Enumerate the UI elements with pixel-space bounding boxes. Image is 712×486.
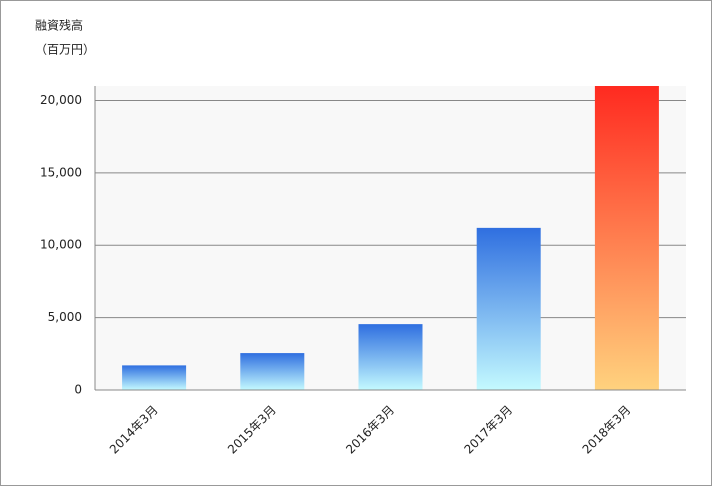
y-unit: （百万円） [35, 43, 95, 57]
bar [240, 353, 305, 390]
y-tick-label: 5,000 [48, 310, 82, 324]
bar [594, 86, 659, 390]
bar [122, 365, 187, 390]
bar [358, 324, 423, 390]
y-tick-label: 0 [74, 383, 82, 397]
chart-title: 融資残高 [35, 18, 83, 33]
y-tick-label: 15,000 [40, 165, 82, 179]
y-tick-label: 20,000 [40, 93, 82, 107]
y-tick-label: 10,000 [40, 238, 82, 252]
bar [476, 227, 541, 390]
